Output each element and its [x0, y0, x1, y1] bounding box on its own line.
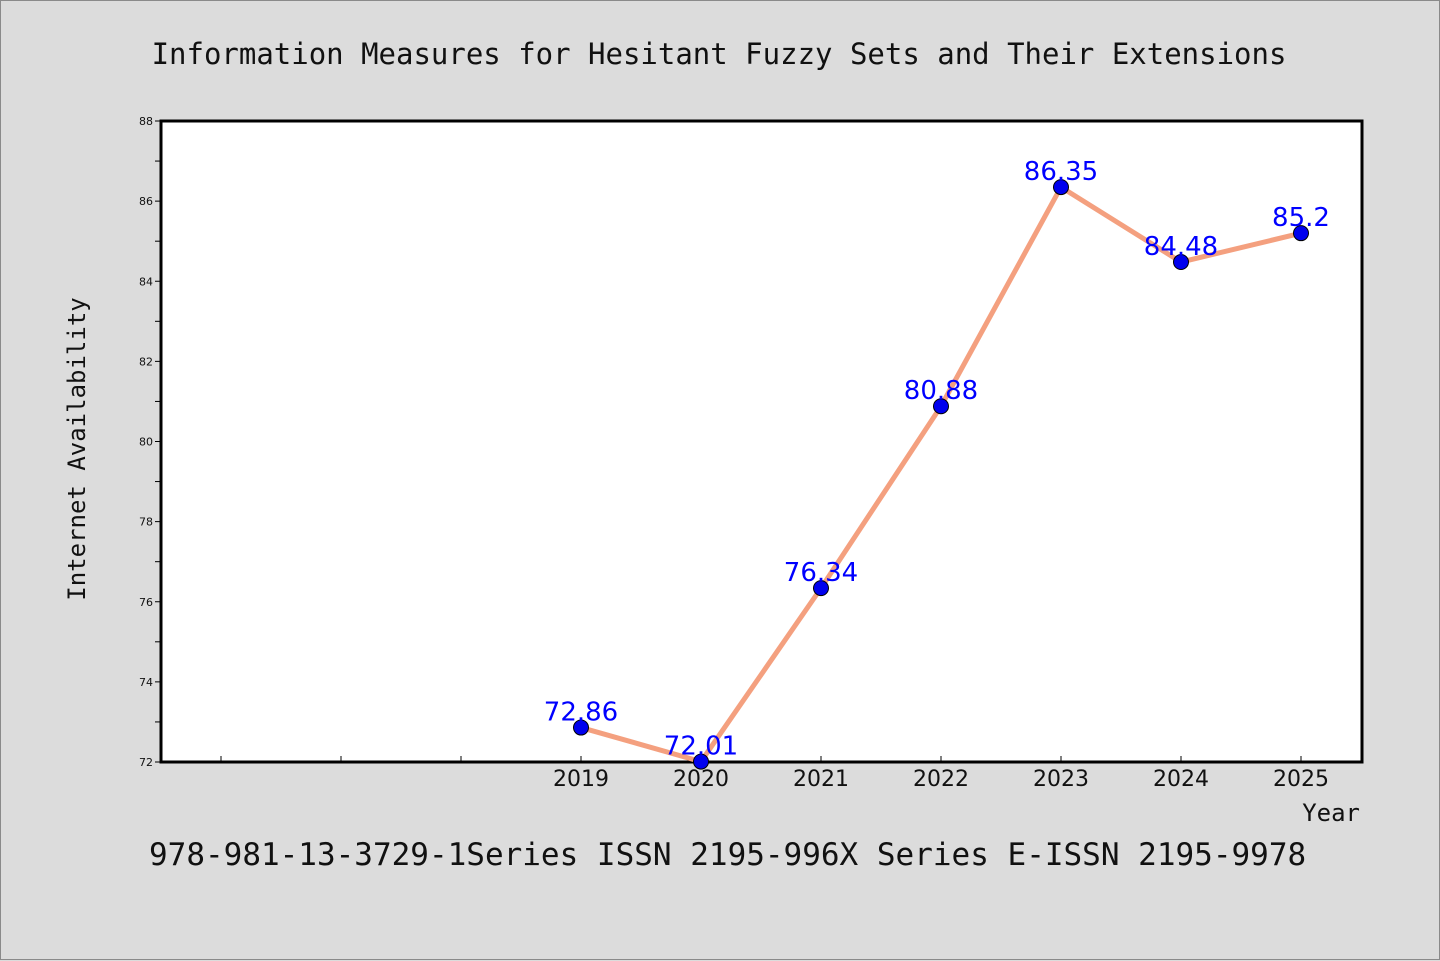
chart-title: Information Measures for Hesitant Fuzzy … [152, 37, 1287, 71]
x-tick-label: 2020 [673, 767, 729, 792]
x-axis: 2019 2020 2021 2022 2023 2024 2025 [220, 756, 1329, 792]
data-point [573, 719, 589, 736]
series-layer: 72.86 72.01 76.34 80.88 86.35 84.48 85.2 [544, 157, 1330, 770]
data-label: 85.2 [1272, 203, 1330, 233]
footer-text: 978-981-13-3729-1Series ISSN 2195-996X S… [149, 837, 1306, 873]
x-axis-label: Year [1302, 799, 1360, 827]
data-point [1053, 179, 1069, 196]
data-label: 72.86 [544, 698, 618, 728]
y-tick-label: 80 [139, 436, 153, 449]
data-label: 80.88 [904, 376, 978, 406]
data-point [933, 398, 949, 415]
y-tick-label: 74 [139, 676, 153, 689]
y-tick-label: 82 [139, 355, 153, 368]
y-tick-label: 86 [139, 195, 153, 208]
data-label: 72.01 [664, 732, 738, 762]
x-tick-label: 2019 [553, 767, 609, 792]
y-tick-label: 76 [139, 596, 153, 609]
data-label: 86.35 [1024, 157, 1098, 187]
data-label: 76.34 [784, 558, 858, 588]
x-tick-label: 2024 [1153, 767, 1209, 792]
y-axis: 72 74 76 78 80 82 84 86 88 [139, 115, 161, 769]
y-tick-label: 78 [139, 516, 153, 529]
data-point [693, 753, 709, 770]
y-tick-label: 84 [139, 275, 153, 288]
data-point [1293, 225, 1309, 242]
x-tick-label: 2021 [793, 767, 849, 792]
y-axis-label: Internet Availability [63, 297, 91, 600]
x-tick-label: 2025 [1273, 767, 1329, 792]
data-point [1173, 254, 1189, 271]
data-label: 84.48 [1144, 232, 1218, 262]
data-point [813, 580, 829, 597]
y-tick-label: 88 [139, 115, 153, 128]
y-tick-label: 72 [139, 756, 153, 769]
plot-area [159, 119, 1364, 764]
x-tick-label: 2022 [913, 767, 969, 792]
x-tick-label: 2023 [1033, 767, 1089, 792]
